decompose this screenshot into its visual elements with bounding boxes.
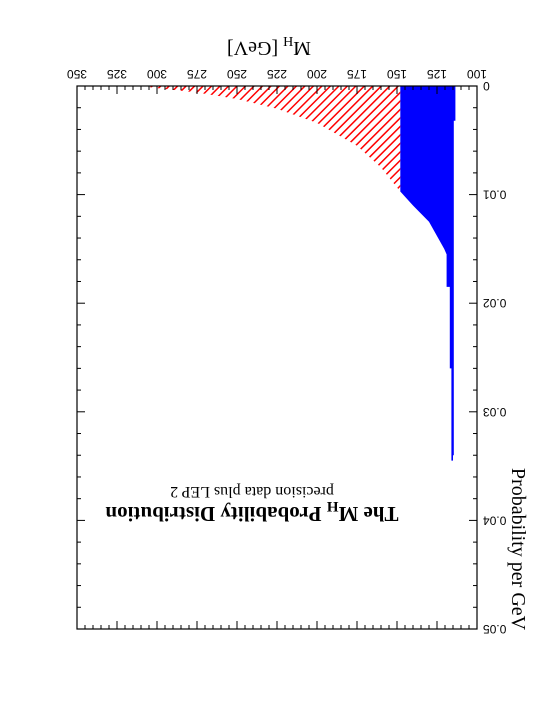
chart-title-subscript: H	[326, 498, 338, 514]
x-axis-title-subscript: H	[283, 33, 293, 48]
x-tick-label: 100	[467, 67, 487, 81]
y-axis-title: Probability per GeV	[507, 468, 529, 631]
x-axis-title-main: M	[293, 37, 311, 59]
x-tick-label: 175	[347, 67, 367, 81]
x-tick-label: 275	[187, 67, 207, 81]
y-tick-label: 0.03	[483, 405, 507, 419]
x-axis-title-rest: [GeV]	[227, 37, 283, 59]
chart-subtitle: precision data plus LEP 2	[170, 483, 334, 500]
distribution-fills	[141, 86, 456, 461]
y-tick-label: 0.04	[483, 513, 507, 527]
y-tick-label: 0	[483, 79, 490, 93]
x-tick-label: 125	[427, 67, 447, 81]
chart-title-main: The M	[338, 502, 398, 526]
x-tick-label: 250	[227, 67, 247, 81]
x-tick-label: 150	[387, 67, 407, 81]
area-below-150	[400, 86, 456, 461]
chart-title-rest: Probability Distribution	[105, 502, 327, 526]
x-tick-label: 225	[267, 67, 287, 81]
y-tick-label: 0.01	[483, 188, 507, 202]
y-tick-label: 0.05	[483, 622, 507, 636]
y-axis-ticks: 0 0.01 0.02 0.03 0.04 0.05	[77, 79, 506, 636]
x-axis-ticks: 100 125 150 175 200 225 250 275 300 325 350	[67, 67, 487, 629]
x-axis-title: MH [GeV]	[227, 33, 311, 59]
x-tick-label: 200	[307, 67, 327, 81]
area-above-150	[141, 86, 401, 192]
x-tick-label: 350	[67, 67, 87, 81]
x-tick-label: 300	[147, 67, 167, 81]
chart-title: The MH Probability Distribution	[105, 498, 398, 526]
y-tick-label: 0.02	[483, 296, 507, 310]
x-tick-label: 325	[107, 67, 127, 81]
